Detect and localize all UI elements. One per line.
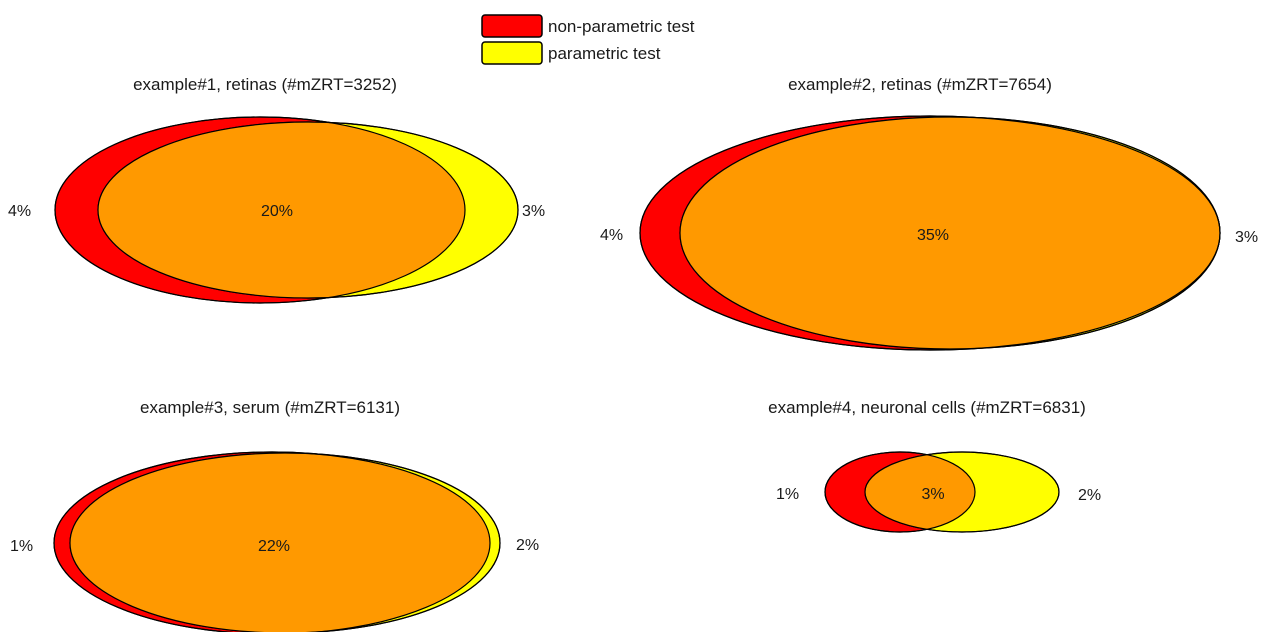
only-non-parametric-label: 1% <box>776 486 799 503</box>
overlap-label: 20% <box>261 203 293 220</box>
panel-title: example#2, retinas (#mZRT=7654) <box>788 75 1052 94</box>
non-parametric-outline <box>824 451 976 533</box>
overlap-label: 22% <box>258 538 290 555</box>
parametric-outline <box>864 451 1060 533</box>
panel-title: example#4, neuronal cells (#mZRT=6831) <box>768 398 1086 417</box>
venn-panel-example-1: example#1, retinas (#mZRT=3252) 4% 20% 3… <box>8 75 545 304</box>
panel-title: example#3, serum (#mZRT=6131) <box>140 398 400 417</box>
venn-panel-example-4: example#4, neuronal cells (#mZRT=6831) 1… <box>768 398 1101 533</box>
legend: non-parametric test parametric test <box>481 14 695 65</box>
parametric-outline <box>69 452 501 632</box>
venn-panel-example-2: example#2, retinas (#mZRT=7654) 4% 35% 3… <box>600 75 1258 351</box>
legend-item-parametric: parametric test <box>481 41 661 65</box>
panel-title: example#1, retinas (#mZRT=3252) <box>133 75 397 94</box>
overlap-label: 3% <box>921 486 944 503</box>
only-non-parametric-label: 4% <box>8 203 31 220</box>
only-parametric-label: 2% <box>516 537 539 554</box>
only-parametric-label: 3% <box>522 203 545 220</box>
legend-label-parametric: parametric test <box>548 44 661 63</box>
overlap-region <box>865 452 975 532</box>
non-parametric-outline <box>53 451 491 632</box>
venn-panel-example-3: example#3, serum (#mZRT=6131) 1% 22% 2% <box>10 398 539 632</box>
only-parametric-label: 2% <box>1078 487 1101 504</box>
only-non-parametric-label: 4% <box>600 227 623 244</box>
legend-item-non-parametric: non-parametric test <box>481 14 695 38</box>
only-parametric-label: 3% <box>1235 229 1258 246</box>
parametric-outline <box>97 121 519 299</box>
legend-swatch-non-parametric <box>481 14 543 38</box>
non-parametric-outline <box>54 116 466 304</box>
overlap-region <box>680 117 1220 349</box>
overlap-label: 35% <box>917 227 949 244</box>
legend-label-non-parametric: non-parametric test <box>548 17 695 36</box>
overlap-region <box>70 453 490 632</box>
parametric-outline <box>679 116 1221 350</box>
legend-swatch-parametric <box>481 41 543 65</box>
only-non-parametric-label: 1% <box>10 538 33 555</box>
overlap-region <box>98 122 465 298</box>
